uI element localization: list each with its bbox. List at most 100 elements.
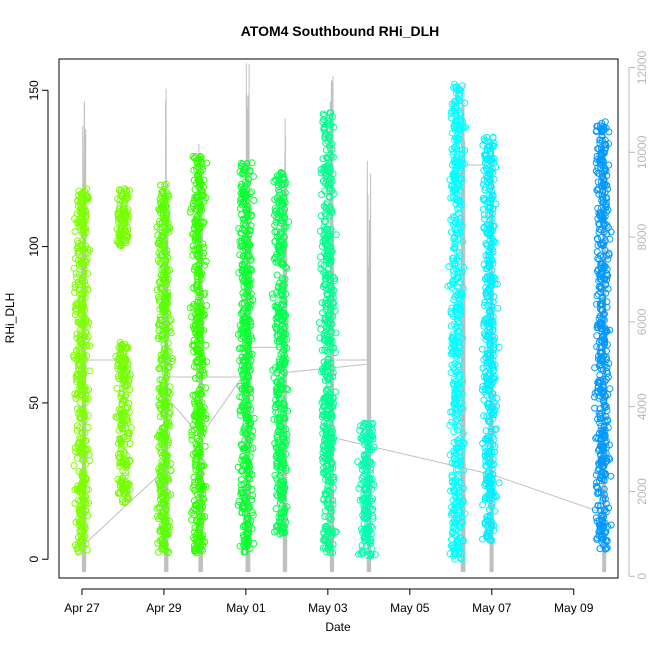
data-point	[327, 478, 335, 486]
data-point	[194, 278, 202, 286]
data-point	[196, 326, 204, 334]
data-point	[156, 225, 164, 233]
data-point	[483, 289, 491, 296]
data-point	[246, 421, 254, 429]
data-point	[322, 322, 330, 330]
data-point	[604, 255, 612, 263]
data-point	[193, 307, 201, 315]
data-point	[190, 497, 198, 505]
data-point	[277, 402, 285, 410]
data-point	[460, 484, 468, 492]
flight-series	[70, 185, 94, 556]
data-point	[324, 545, 331, 553]
data-point	[246, 322, 254, 330]
data-point	[320, 123, 328, 131]
data-point	[325, 501, 333, 509]
data-point	[80, 269, 88, 277]
data-point	[596, 344, 604, 352]
data-point	[460, 263, 468, 271]
data-point	[595, 394, 603, 402]
data-point	[363, 497, 371, 505]
data-point	[593, 122, 601, 130]
data-point	[200, 371, 208, 379]
data-point	[86, 342, 94, 350]
data-point	[451, 174, 459, 182]
data-point	[598, 538, 606, 546]
x-tick-label: May 07	[472, 601, 512, 615]
data-point	[82, 208, 90, 216]
data-point	[240, 293, 248, 301]
data-point	[329, 474, 337, 482]
data-point	[120, 235, 128, 243]
data-point	[195, 375, 203, 383]
data-point	[158, 232, 166, 239]
data-point	[455, 385, 463, 392]
data-point	[281, 323, 289, 331]
data-point	[457, 201, 465, 209]
data-point	[325, 420, 333, 427]
data-point	[122, 461, 130, 469]
data-point	[447, 487, 454, 495]
data-point	[239, 215, 247, 223]
data-point	[199, 494, 207, 502]
data-point	[119, 424, 127, 432]
data-point	[164, 421, 172, 429]
data-point	[371, 551, 379, 559]
data-point	[247, 267, 255, 275]
data-point	[457, 175, 465, 183]
data-point	[602, 500, 610, 508]
data-point	[595, 271, 603, 279]
data-point	[118, 390, 125, 398]
data-point	[84, 270, 92, 277]
data-point	[198, 354, 206, 362]
data-point	[235, 269, 243, 277]
data-point	[324, 385, 331, 393]
data-point	[458, 390, 466, 398]
data-point	[158, 362, 166, 370]
data-point	[362, 451, 370, 459]
data-point	[450, 100, 458, 108]
data-point	[192, 456, 199, 464]
data-point	[242, 540, 250, 548]
data-point	[449, 260, 457, 268]
data-point	[324, 248, 332, 256]
y2-tick-label: 2000	[635, 478, 649, 505]
data-point	[155, 332, 163, 340]
data-point	[279, 199, 287, 207]
data-point	[283, 344, 291, 352]
data-point	[84, 333, 92, 341]
data-point	[452, 116, 460, 124]
flight-series	[268, 169, 293, 538]
data-point	[605, 161, 613, 169]
data-point	[190, 511, 198, 519]
data-point	[319, 454, 326, 462]
data-point	[159, 459, 167, 467]
data-point	[195, 370, 203, 378]
data-point	[280, 297, 288, 305]
data-point	[451, 107, 459, 115]
data-point	[248, 525, 256, 533]
data-point	[197, 512, 204, 520]
data-point	[70, 462, 78, 470]
data-point	[332, 388, 340, 396]
data-point	[488, 191, 496, 199]
data-point	[122, 458, 130, 466]
data-point	[71, 305, 79, 313]
data-point	[79, 340, 87, 348]
data-point	[200, 495, 208, 503]
data-point	[243, 430, 251, 438]
data-point	[201, 311, 208, 319]
data-point	[597, 289, 605, 296]
data-point	[282, 330, 290, 338]
data-point	[603, 208, 610, 216]
data-point	[80, 312, 88, 320]
data-point	[603, 195, 611, 203]
data-point	[450, 428, 458, 436]
data-point	[85, 451, 93, 459]
data-point	[84, 193, 91, 201]
data-point	[201, 538, 209, 546]
data-point	[322, 306, 330, 314]
data-point	[318, 346, 326, 354]
data-point	[488, 195, 496, 202]
data-point	[369, 514, 377, 522]
